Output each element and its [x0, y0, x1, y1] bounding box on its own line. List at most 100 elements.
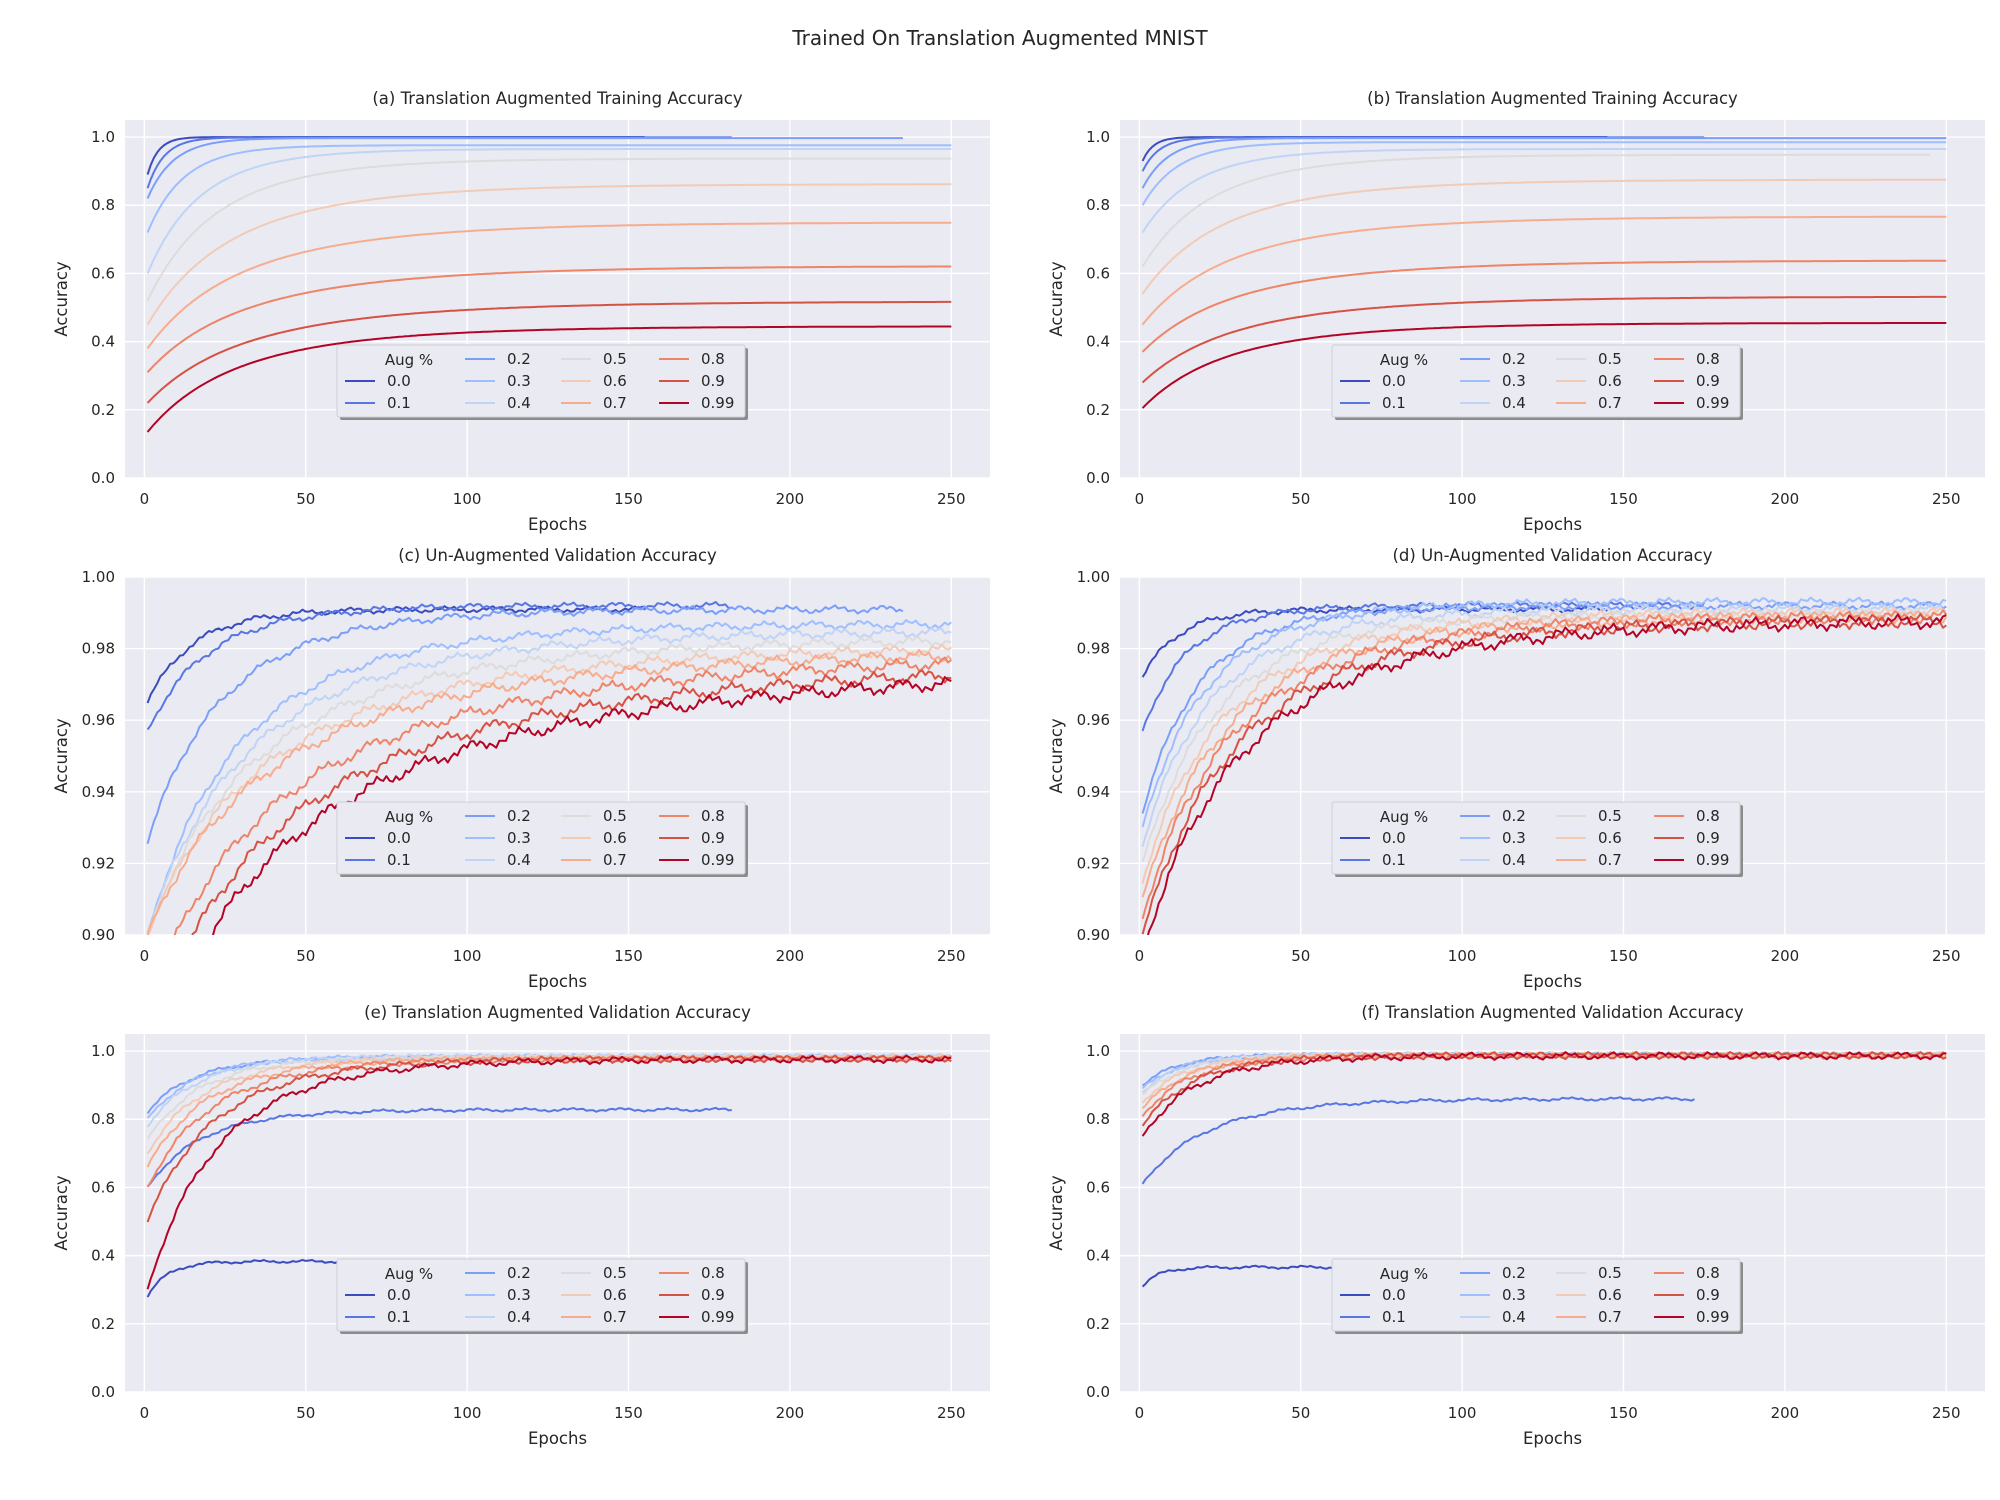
x-tick-label: 0 — [1135, 490, 1145, 508]
y-tick-label: 0.4 — [91, 1247, 115, 1265]
series-line-0.1 — [1141, 1096, 1695, 1185]
series-line-0.5 — [1141, 606, 1931, 863]
subplot-2: 0 50 100 150 200 250 0.90 0.92 0.94 0.96 0.98 1.00 (… — [52, 546, 990, 991]
x-tick-label: 100 — [1448, 947, 1477, 965]
y-tick-label: 0.4 — [1086, 333, 1110, 351]
legend-label: 0.9 — [1696, 372, 1720, 390]
y-tick-label: 0.2 — [91, 1315, 115, 1333]
series-line-0.7 — [1141, 215, 1947, 326]
legend-label: 0.5 — [1598, 1264, 1622, 1282]
series-line-0.5 — [1141, 153, 1931, 268]
legend-label: 0.6 — [603, 1286, 627, 1304]
subplot-title: (b) Translation Augmented Training Accur… — [1367, 89, 1738, 108]
series-line-0.3 — [146, 144, 952, 233]
series-line-0.99 — [1146, 613, 1947, 935]
x-tick-label: 50 — [1291, 1404, 1310, 1422]
subplot-title: (e) Translation Augmented Validation Acc… — [364, 1003, 751, 1022]
series-line-0.9 — [1141, 612, 1947, 935]
legend-label: 0.4 — [507, 851, 531, 869]
legend-title: Aug % — [1380, 351, 1428, 369]
legend-label: 0.6 — [1598, 372, 1622, 390]
series-line-0.99 — [146, 325, 952, 433]
y-tick-label: 0.94 — [1077, 783, 1110, 801]
y-tick-label: 1.00 — [82, 568, 115, 586]
legend-label: 0.7 — [603, 394, 627, 412]
legend-label: 0.9 — [1696, 829, 1720, 847]
legend-label: 0.1 — [387, 851, 411, 869]
x-tick-label: 150 — [1609, 490, 1638, 508]
x-tick-label: 0 — [1135, 947, 1145, 965]
legend-label: 0.8 — [1696, 807, 1720, 825]
x-tick-label: 150 — [614, 490, 643, 508]
x-axis-label: Epochs — [1523, 515, 1582, 534]
y-axis-label: Accuracy — [1047, 718, 1066, 794]
series-line-0.99 — [211, 676, 952, 935]
figure-title: Trained On Translation Augmented MNIST — [792, 26, 1208, 50]
legend-box — [1331, 1258, 1741, 1332]
legend-label: 0.6 — [603, 372, 627, 390]
legend-label: 0.3 — [507, 1286, 531, 1304]
legend-box — [336, 801, 746, 875]
series-line-0.1 — [146, 1106, 732, 1188]
legend-label: 0.99 — [1696, 851, 1729, 869]
legend-label: 0.4 — [507, 394, 531, 412]
series-line-0.2 — [146, 137, 903, 199]
legend-box — [1331, 344, 1741, 418]
y-tick-label: 0.6 — [91, 1178, 115, 1196]
x-tick-label: 50 — [1291, 490, 1310, 508]
x-axis-label: Epochs — [528, 972, 587, 991]
y-tick-label: 0.6 — [1086, 1178, 1110, 1196]
legend-box — [336, 344, 746, 418]
subplot-1: 0 50 100 150 200 250 0.0 0.2 0.4 0.6 0.8 1.0 (b) Tra… — [1047, 89, 1985, 534]
series-line-0.2 — [146, 604, 904, 844]
legend-label: 0.9 — [1696, 1286, 1720, 1304]
x-axis-label: Epochs — [1523, 1429, 1582, 1448]
y-tick-label: 0.96 — [82, 711, 115, 729]
legend-label: 0.99 — [701, 394, 734, 412]
x-tick-label: 200 — [1771, 947, 1800, 965]
y-tick-label: 0.0 — [1086, 469, 1110, 487]
legend-label: 0.8 — [701, 807, 725, 825]
legend-label: 0.3 — [1502, 1286, 1526, 1304]
legend-title: Aug % — [385, 351, 433, 369]
legend-label: 0.5 — [1598, 350, 1622, 368]
subplot-title: (a) Translation Augmented Training Accur… — [372, 89, 743, 108]
legend-label: 0.7 — [1598, 1308, 1622, 1326]
y-tick-label: 1.0 — [91, 128, 115, 146]
y-tick-label: 0.4 — [91, 333, 115, 351]
series-line-0.5 — [146, 157, 952, 302]
x-tick-label: 200 — [776, 490, 805, 508]
x-tick-label: 250 — [937, 947, 966, 965]
series-line-0.3 — [1141, 596, 1947, 828]
x-axis-label: Epochs — [1523, 972, 1582, 991]
y-tick-label: 0.90 — [82, 926, 115, 944]
series-line-0.4 — [147, 627, 952, 935]
x-tick-label: 100 — [453, 947, 482, 965]
y-tick-label: 0.2 — [1086, 401, 1110, 419]
series-line-0.8 — [1141, 259, 1947, 353]
y-tick-label: 0.8 — [1086, 1110, 1110, 1128]
legend-label: 0.0 — [1382, 1286, 1406, 1304]
legend-box — [1331, 801, 1741, 875]
y-tick-label: 0.0 — [1086, 1383, 1110, 1401]
x-tick-label: 150 — [614, 947, 643, 965]
series-group — [1141, 596, 1948, 935]
x-tick-label: 0 — [140, 947, 150, 965]
y-axis-label: Accuracy — [1047, 1175, 1066, 1251]
x-tick-label: 0 — [140, 490, 150, 508]
legend-label: 0.5 — [1598, 807, 1622, 825]
legend-label: 0.1 — [1382, 1308, 1406, 1326]
plot-background — [1120, 1034, 1985, 1392]
series-line-0.8 — [173, 656, 952, 935]
y-tick-label: 0.4 — [1086, 1247, 1110, 1265]
x-tick-label: 250 — [1932, 490, 1961, 508]
legend-label: 0.7 — [1598, 394, 1622, 412]
x-tick-label: 150 — [614, 1404, 643, 1422]
series-line-0.7 — [146, 649, 952, 935]
legend-label: 0.3 — [1502, 829, 1526, 847]
series-line-0.99 — [146, 1054, 952, 1290]
legend-label: 0.1 — [387, 1308, 411, 1326]
x-tick-label: 200 — [776, 1404, 805, 1422]
legend-label: 0.8 — [701, 1264, 725, 1282]
plot-background — [125, 577, 990, 935]
